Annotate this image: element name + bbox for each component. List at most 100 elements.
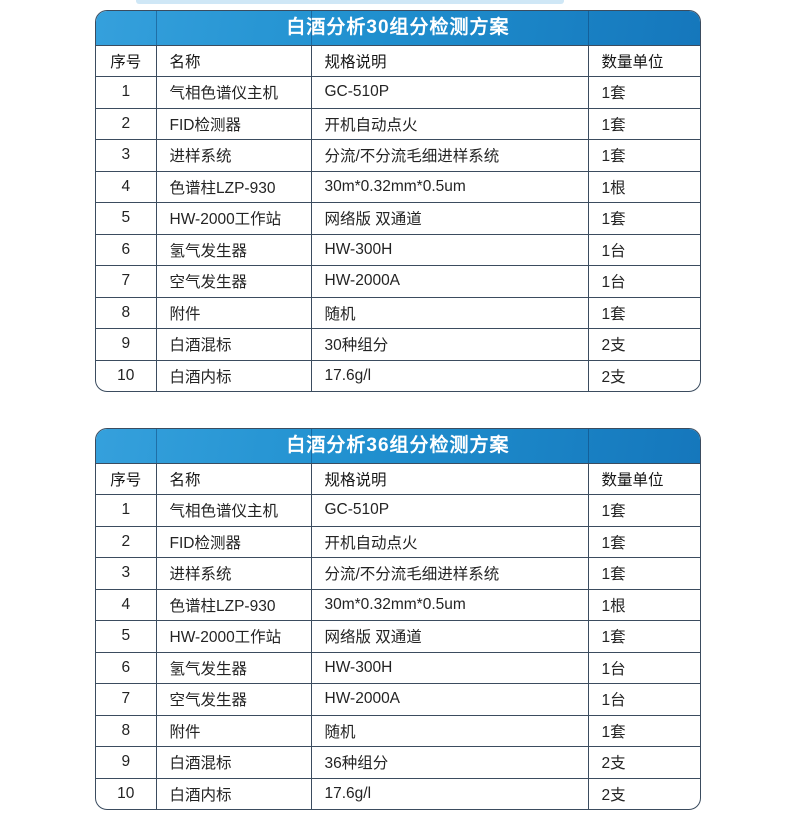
- cell-index: 10: [96, 778, 157, 809]
- column-header-index: 序号: [96, 46, 157, 77]
- cell-qty: 1台: [588, 265, 700, 298]
- cell-name: 白酒混标: [156, 328, 312, 361]
- cell-index: 6: [96, 234, 157, 266]
- cell-index: 8: [96, 715, 157, 747]
- cell-qty: 1套: [588, 620, 700, 653]
- table-row: 7 空气发生器 HW-2000A 1台: [96, 265, 700, 298]
- cell-qty: 1套: [588, 76, 700, 109]
- column-header-qty: 数量单位: [588, 464, 700, 495]
- cell-spec: 网络版 双通道: [311, 620, 589, 653]
- table-row: 9 白酒混标 30种组分 2支: [96, 328, 700, 361]
- cell-name: 白酒混标: [156, 746, 312, 779]
- column-header-qty: 数量单位: [588, 46, 700, 77]
- column-header-spec: 规格说明: [311, 46, 589, 77]
- cell-qty: 2支: [588, 746, 700, 779]
- cell-qty: 1套: [588, 202, 700, 235]
- cell-name: 进样系统: [156, 139, 312, 172]
- cell-qty: 1套: [588, 526, 700, 558]
- cell-spec: 分流/不分流毛细进样系统: [311, 557, 589, 590]
- cell-spec: 网络版 双通道: [311, 202, 589, 235]
- cell-index: 2: [96, 108, 157, 140]
- table-row: 1 气相色谱仪主机 GC-510P 1套: [96, 494, 700, 527]
- title-column-divider: [311, 429, 312, 463]
- table-row: 8 附件 随机 1套: [96, 715, 700, 747]
- column-header-name: 名称: [156, 464, 312, 495]
- cell-index: 4: [96, 589, 157, 621]
- table-row: 4 色谱柱LZP-930 30m*0.32mm*0.5um 1根: [96, 171, 700, 203]
- title-column-divider: [156, 429, 157, 463]
- table-row: 10 白酒内标 17.6g/l 2支: [96, 360, 700, 391]
- cell-qty: 1套: [588, 494, 700, 527]
- cell-spec: GC-510P: [311, 494, 589, 527]
- cell-index: 1: [96, 76, 157, 109]
- top-edge-decoration: [136, 0, 564, 4]
- cell-index: 10: [96, 360, 157, 391]
- cell-qty: 1根: [588, 589, 700, 621]
- plan-30-title: 白酒分析30组分检测方案: [286, 17, 510, 38]
- cell-index: 7: [96, 265, 157, 298]
- table-row: 2 FID检测器 开机自动点火 1套: [96, 108, 700, 140]
- table-row: 6 氢气发生器 HW-300H 1台: [96, 652, 700, 684]
- cell-name: FID检测器: [156, 108, 312, 140]
- cell-qty: 2支: [601, 786, 626, 804]
- cell-spec: 开机自动点火: [311, 526, 589, 558]
- header-row: 序号 名称 规格说明 数量单位: [96, 464, 700, 495]
- table-row: 5 HW-2000工作站 网络版 双通道 1套: [96, 202, 700, 235]
- cell-qty: 2支: [588, 328, 700, 361]
- title-column-divider: [588, 429, 589, 463]
- title-column-divider: [311, 11, 312, 45]
- cell-spec: 30种组分: [311, 328, 589, 361]
- plan-36-table: 序号 名称 规格说明 数量单位 1 气相色谱仪主机 GC-510P 1套 2 FID检测器…: [96, 464, 700, 809]
- cell-name: 附件: [156, 297, 312, 329]
- column-header-name: 名称: [156, 46, 312, 77]
- cell-spec: 36种组分: [311, 746, 589, 779]
- cell-name: 氢气发生器: [156, 234, 312, 266]
- cell-name: 氢气发生器: [156, 652, 312, 684]
- title-column-divider: [156, 11, 157, 45]
- cell-name: 进样系统: [156, 557, 312, 590]
- cell-name: 色谱柱LZP-930: [156, 589, 312, 621]
- column-header-index: 序号: [96, 464, 157, 495]
- cell-qty: 1套: [588, 108, 700, 140]
- table-row: 9 白酒混标 36种组分 2支: [96, 746, 700, 779]
- cell-name: 白酒内标: [156, 360, 312, 391]
- table-row: 8 附件 随机 1套: [96, 297, 700, 329]
- cell-qty: 2支: [601, 368, 626, 386]
- cell-qty: 1根: [588, 171, 700, 203]
- plan-36-table-body: 1 气相色谱仪主机 GC-510P 1套 2 FID检测器 开机自动点火 1套 3 进样系统 分流/…: [96, 494, 700, 809]
- plan-36-title: 白酒分析36组分检测方案: [286, 435, 510, 456]
- cell-index: 9: [96, 328, 157, 361]
- table-row: 2 FID检测器 开机自动点火 1套: [96, 526, 700, 558]
- cell-name: 色谱柱LZP-930: [156, 171, 312, 203]
- cell-index: 6: [96, 652, 157, 684]
- cell-index: 5: [96, 620, 157, 653]
- cell-spec: GC-510P: [311, 76, 589, 109]
- cell-name: HW-2000工作站: [156, 202, 312, 235]
- cell-index: 2: [96, 526, 157, 558]
- cell-spec: 30m*0.32mm*0.5um: [311, 171, 589, 203]
- cell-spec: 开机自动点火: [311, 108, 589, 140]
- cell-spec: HW-2000A: [311, 265, 589, 298]
- plan-30-table: 序号 名称 规格说明 数量单位 1 气相色谱仪主机 GC-510P 1套 2 FID检测器…: [96, 46, 700, 391]
- plan-30-table-header: 序号 名称 规格说明 数量单位: [96, 46, 700, 77]
- cell-name: FID检测器: [156, 526, 312, 558]
- cell-index: 3: [96, 557, 157, 590]
- plan-30-table-body: 1 气相色谱仪主机 GC-510P 1套 2 FID检测器 开机自动点火 1套 3 进样系统 分流/…: [96, 76, 700, 391]
- column-header-spec: 规格说明: [311, 464, 589, 495]
- cell-index: 3: [96, 139, 157, 172]
- cell-name: HW-2000工作站: [156, 620, 312, 653]
- table-row: 6 氢气发生器 HW-300H 1台: [96, 234, 700, 266]
- cell-qty: 1套: [588, 139, 700, 172]
- table-row: 5 HW-2000工作站 网络版 双通道 1套: [96, 620, 700, 653]
- title-column-divider: [588, 11, 589, 45]
- cell-spec: 分流/不分流毛细进样系统: [311, 139, 589, 172]
- cell-qty: 1台: [588, 234, 700, 266]
- cell-spec: 17.6g/l: [311, 360, 589, 391]
- cell-spec: 随机: [311, 715, 589, 747]
- cell-spec: 30m*0.32mm*0.5um: [311, 589, 589, 621]
- cell-index: 5: [96, 202, 157, 235]
- cell-qty: 1套: [588, 715, 700, 747]
- cell-name: 气相色谱仪主机: [156, 76, 312, 109]
- table-row: 3 进样系统 分流/不分流毛细进样系统 1套: [96, 557, 700, 590]
